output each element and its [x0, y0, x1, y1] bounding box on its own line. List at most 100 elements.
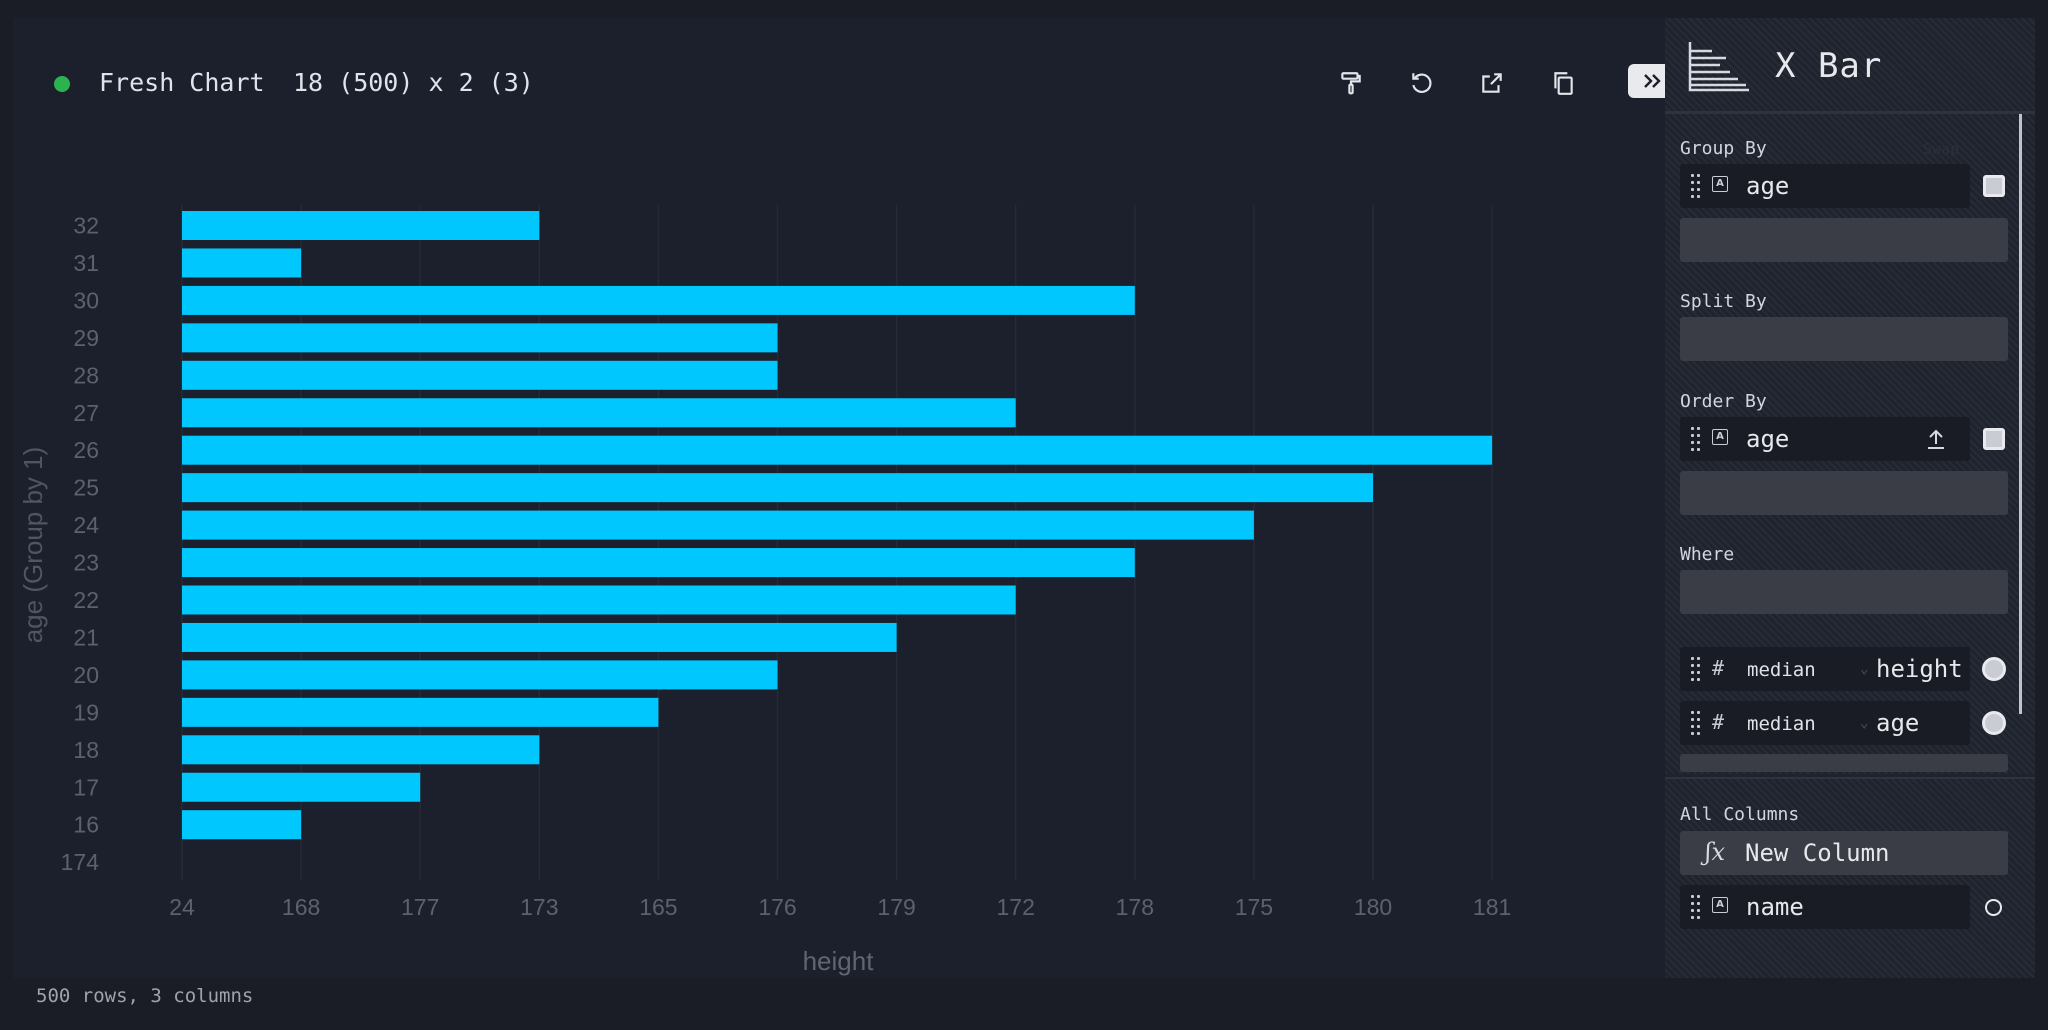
bar[interactable] — [182, 735, 540, 765]
y-tick-label: 31 — [73, 250, 99, 276]
y-tick-label: 24 — [73, 512, 99, 538]
string-type-icon: A — [1712, 176, 1728, 192]
y-tick-label: 19 — [73, 699, 99, 725]
x-tick-label: 180 — [1354, 894, 1392, 920]
group-by-dropzone[interactable] — [1680, 218, 2008, 262]
group-by-label: Group By — [1680, 138, 1767, 159]
order-by-column-name: age — [1746, 425, 1790, 453]
row-count-status: 500 rows, 3 columns — [36, 985, 254, 1007]
chart-title[interactable]: Fresh Chart — [99, 68, 265, 97]
y-tick-label: 174 — [61, 849, 100, 875]
order-by-dropzone[interactable] — [1680, 471, 2008, 515]
x-tick-label: 168 — [282, 894, 320, 920]
y-tick-label: 17 — [73, 774, 99, 800]
column-inactive-toggle[interactable] — [1985, 899, 2002, 916]
x-axis-ticks: 24 168 177 173 165 176 179 172 178 175 180 181 — [169, 894, 1511, 920]
sort-ascending-icon[interactable] — [1926, 428, 1946, 450]
swap-button[interactable]: Swap — [1923, 140, 1960, 158]
column-name: height — [1876, 655, 1963, 683]
chart-dimensions: 18 (500) x 2 (3) — [293, 68, 534, 97]
bar[interactable] — [182, 622, 897, 652]
bar[interactable] — [182, 660, 778, 690]
drag-handle-icon[interactable] — [1691, 895, 1701, 919]
order-by-checkbox[interactable] — [1983, 428, 2005, 450]
y-tick-label: 29 — [73, 325, 99, 351]
bar[interactable] — [182, 398, 1016, 428]
x-bar-chart-icon — [1688, 42, 1749, 92]
aggregate-select[interactable]: median — [1747, 659, 1816, 681]
drag-handle-icon[interactable] — [1691, 174, 1701, 198]
split-by-dropzone[interactable] — [1680, 317, 2008, 361]
x-tick-label: 24 — [169, 894, 195, 920]
bar[interactable] — [182, 285, 1135, 315]
x-tick-label: 179 — [877, 894, 915, 920]
group-by-column-name: age — [1746, 172, 1790, 200]
number-type-icon: # — [1712, 710, 1725, 734]
config-sidebar: X Bar Group By Swap A age Split By Order… — [1665, 18, 2035, 978]
undo-icon[interactable] — [1405, 66, 1439, 100]
bar[interactable] — [182, 585, 1016, 615]
sidebar-scrollbar[interactable] — [2019, 114, 2022, 714]
plugin-name: X Bar — [1775, 46, 1883, 86]
bar[interactable] — [182, 510, 1254, 540]
column-pill-height[interactable]: # median ⌄ height — [1680, 647, 1970, 691]
order-by-pill-age[interactable]: A age — [1680, 417, 1970, 461]
y-tick-label: 25 — [73, 475, 99, 501]
status-indicator — [54, 76, 70, 92]
sidebar-divider — [1665, 111, 2035, 114]
chart-bars — [182, 211, 1493, 840]
x-tick-label: 173 — [520, 894, 558, 920]
copy-icon[interactable] — [1546, 66, 1580, 100]
collapse-chevrons-icon — [1644, 74, 1661, 88]
split-by-label: Split By — [1680, 291, 1767, 312]
bar[interactable] — [182, 772, 421, 802]
bar[interactable] — [182, 810, 302, 840]
x-tick-label: 165 — [639, 894, 677, 920]
export-icon[interactable] — [1475, 66, 1509, 100]
all-columns-label: All Columns — [1680, 804, 1800, 825]
aggregate-select[interactable]: median — [1747, 713, 1816, 735]
y-tick-label: 30 — [73, 287, 99, 313]
paint-roller-icon[interactable] — [1334, 66, 1368, 100]
column-active-toggle[interactable] — [1982, 711, 2006, 735]
columns-dropzone[interactable] — [1680, 754, 2008, 772]
where-label: Where — [1680, 544, 1735, 565]
column-active-toggle[interactable] — [1982, 657, 2006, 681]
bar[interactable] — [182, 435, 1493, 465]
sidebar-divider — [1665, 774, 2035, 777]
y-tick-label: 26 — [73, 437, 99, 463]
x-tick-label: 181 — [1473, 894, 1511, 920]
column-pill-age[interactable]: # median ⌄ age — [1680, 701, 1970, 745]
group-by-pill-age[interactable]: A age — [1680, 164, 1970, 208]
plugin-selector[interactable]: X Bar — [1665, 18, 2035, 114]
bar[interactable] — [182, 323, 778, 353]
chevron-down-icon: ⌄ — [1860, 661, 1869, 677]
order-by-label: Order By — [1680, 391, 1767, 412]
drag-handle-icon[interactable] — [1691, 657, 1701, 681]
inactive-column-pill-name[interactable]: A name — [1680, 885, 1970, 929]
bar[interactable] — [182, 473, 1373, 503]
bar-chart: 32 31 30 29 28 27 26 25 24 23 22 21 20 19 18 17 16 174 24… — [18, 211, 1512, 976]
bar[interactable] — [182, 211, 540, 240]
string-type-icon: A — [1712, 429, 1728, 445]
group-by-checkbox[interactable] — [1983, 175, 2005, 197]
x-axis-label: height — [803, 946, 875, 976]
new-column-label: New Column — [1745, 839, 1890, 867]
chevron-down-icon: ⌄ — [1860, 715, 1869, 731]
drag-handle-icon[interactable] — [1691, 427, 1701, 451]
bar[interactable] — [182, 548, 1135, 578]
bar[interactable] — [182, 697, 659, 727]
string-type-icon: A — [1712, 897, 1728, 913]
y-tick-label: 20 — [73, 662, 99, 688]
column-name: age — [1876, 709, 1920, 737]
y-axis-label: age (Group by 1) — [18, 447, 48, 644]
bar[interactable] — [182, 248, 302, 278]
drag-handle-icon[interactable] — [1691, 711, 1701, 735]
where-dropzone[interactable] — [1680, 570, 2008, 614]
new-column-button[interactable]: ʃx New Column — [1680, 831, 2008, 875]
y-tick-label: 22 — [73, 587, 99, 613]
y-tick-label: 23 — [73, 550, 99, 576]
y-tick-label: 28 — [73, 362, 99, 388]
bar[interactable] — [182, 360, 778, 390]
